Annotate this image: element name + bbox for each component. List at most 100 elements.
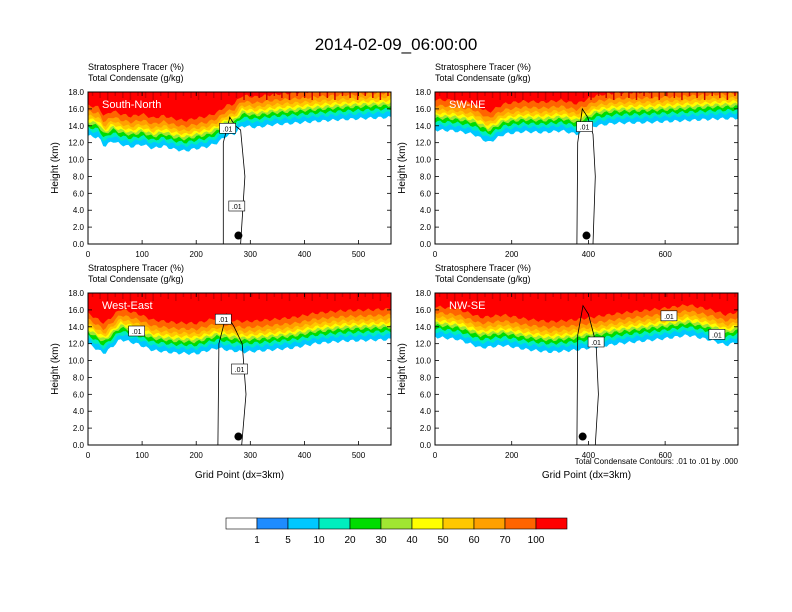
x-tick-label: 0 [433, 250, 438, 259]
x-tick-label: 600 [658, 451, 672, 460]
y-axis-label: Height (km) [397, 343, 408, 395]
tracer-speckle [212, 293, 215, 299]
y-tick-label: 2.0 [420, 424, 432, 433]
transect-label: SW-NE [449, 99, 485, 111]
y-tick-label: 14.0 [68, 122, 84, 131]
tracer-speckle [469, 92, 471, 98]
tracer-speckle [643, 293, 645, 297]
tracer-speckle [106, 293, 109, 301]
surface-marker [234, 231, 243, 240]
x-tick-label: 200 [190, 250, 204, 259]
tracer-speckle [726, 92, 729, 100]
y-tick-label: 8.0 [73, 373, 85, 382]
colorbar-label: 30 [375, 535, 387, 546]
tracer-speckle [106, 92, 109, 100]
contour-label: .01 [232, 204, 242, 211]
tracer-speckle [372, 92, 374, 98]
contour-label-box [587, 336, 605, 348]
tracer-speckle [334, 92, 336, 100]
x-tick-label: 500 [352, 250, 366, 259]
contour-label-box [128, 325, 145, 337]
tracer-speckle [590, 293, 592, 301]
tracer-speckle [688, 92, 691, 96]
panel-title-tracer: Stratosphere Tracer (%) [88, 263, 184, 273]
tracer-speckle [182, 293, 185, 297]
tracer-speckle [559, 92, 562, 98]
tracer-speckle [703, 293, 706, 301]
contour-label: .01 [664, 314, 674, 321]
tracer-speckle [575, 92, 577, 96]
tracer-speckle [711, 293, 713, 297]
colorbar-swatch [473, 517, 506, 530]
tracer-band-8 [88, 293, 391, 325]
tracer-speckle [628, 92, 630, 98]
y-tick-label: 8.0 [420, 172, 432, 181]
colorbar-swatch [287, 517, 320, 530]
colorbar-label: 100 [528, 535, 545, 546]
tracer-speckle [190, 92, 192, 98]
tracer-speckle [288, 293, 291, 301]
tracer-speckle [438, 92, 441, 96]
x-tick-label: 0 [433, 451, 438, 460]
panel-sw-ne: .01 SW-NE 0.0 2.0 4.0 6.0 8.0 10.0 12.0 14.0 16.0 1… [397, 62, 739, 259]
tracer-speckle [258, 92, 260, 98]
figure-title: 2014-02-09_06:00:00 [315, 35, 478, 54]
tracer-speckle [296, 293, 298, 297]
colorbar-swatch [504, 517, 537, 530]
colorbar-label: 20 [344, 535, 356, 546]
transect-label: NW-SE [449, 300, 485, 312]
y-tick-label: 18.0 [415, 289, 431, 298]
y-tick-label: 8.0 [73, 172, 85, 181]
y-tick-label: 12.0 [68, 139, 84, 148]
tracer-speckle [635, 293, 638, 301]
tracer-speckle [266, 293, 268, 301]
plot-frame [434, 91, 739, 245]
x-axis-label: Grid Point (dx=3km) [195, 470, 284, 481]
x-tick-label: 200 [505, 250, 519, 259]
tracer-speckle [114, 293, 117, 297]
tracer-speckle [453, 92, 456, 100]
tracer-speckle [356, 92, 359, 100]
tracer-speckle [129, 92, 132, 100]
contour-label: .01 [591, 340, 601, 347]
tracer-speckle [175, 92, 177, 100]
y-tick-label: 0.0 [420, 441, 432, 450]
tracer-speckle [681, 92, 683, 100]
tracer-speckle [438, 293, 441, 297]
x-tick-label: 200 [505, 451, 519, 460]
tracer-speckle [620, 92, 623, 96]
y-axis-label: Height (km) [50, 142, 61, 194]
tracer-speckle [688, 293, 691, 297]
tracer-speckle [734, 92, 736, 96]
tracer-speckle [650, 92, 653, 98]
tracer-speckle [552, 92, 554, 96]
plot-area: .01 .01 [88, 92, 391, 244]
tracer-speckle [228, 293, 230, 297]
colorbar-swatch [411, 517, 444, 530]
y-tick-label: 0.0 [420, 240, 432, 249]
colorbar-swatch [225, 517, 258, 530]
tracer-speckle [334, 293, 336, 301]
contour-label-box [219, 123, 236, 134]
tracer-speckle [326, 293, 329, 299]
condensate-contour [217, 313, 247, 445]
tracer-speckle [529, 92, 532, 96]
tracer-speckle [273, 293, 276, 297]
tracer-speckle [258, 293, 260, 299]
colorbar-swatch [380, 517, 413, 530]
tracer-speckle [719, 293, 721, 299]
tracer-speckle [281, 293, 283, 299]
tracer-speckle [137, 293, 139, 297]
tracer-speckle [190, 293, 192, 299]
tracer-speckle [122, 92, 124, 98]
contour-label-box [231, 363, 248, 375]
tracer-speckle [144, 293, 147, 299]
x-tick-label: 200 [190, 451, 204, 460]
y-tick-label: 6.0 [73, 189, 85, 198]
colorbar-label: 1 [254, 535, 260, 546]
tracer-speckle [597, 293, 600, 297]
tracer-speckle [288, 92, 291, 100]
tracer-speckle [341, 293, 344, 297]
